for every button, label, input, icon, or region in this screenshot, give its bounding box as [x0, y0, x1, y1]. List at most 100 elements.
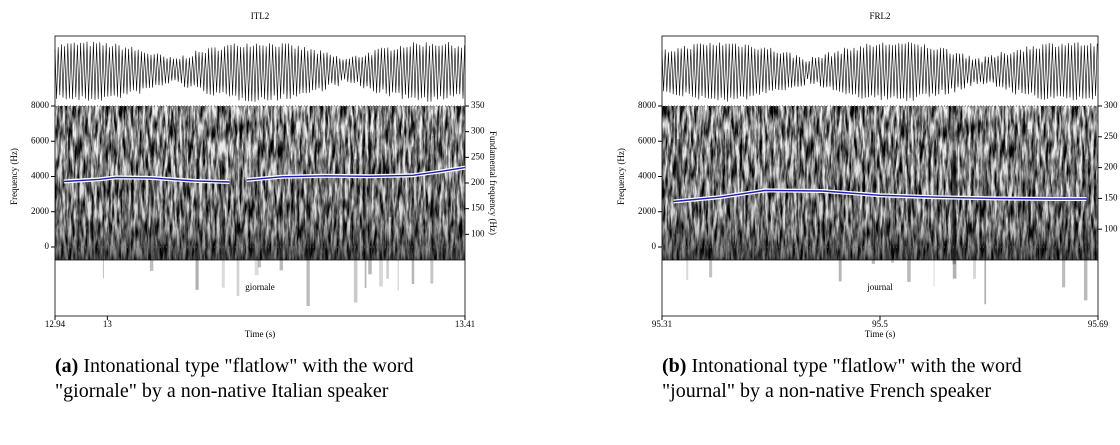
spectrogram-striation [838, 153, 842, 282]
caption: (b) Intonational type "flatlow" with the… [662, 354, 1092, 404]
spectrogram-striation [386, 149, 389, 279]
spectrogram-striation [109, 129, 111, 259]
y2-tick-label: 250 [471, 151, 485, 161]
panel-title: ITL2 [251, 11, 270, 21]
x-axis-label: Time (s) [865, 329, 895, 339]
spectrogram-striation [149, 159, 154, 271]
spectrogram-striation [709, 149, 713, 278]
y2-axis-label: Fundamental frequency (Hz) [488, 131, 498, 235]
spectrogram-striation [411, 146, 415, 285]
y-tick-label: 4000 [31, 171, 50, 181]
y-axis-label: Frequency (Hz) [9, 148, 19, 205]
spectrogram-striation [973, 140, 976, 279]
caption-text: Intonational type "flatlow" with the wor… [55, 355, 414, 402]
spectrogram-striation [978, 126, 983, 222]
spectrogram-striation [1062, 146, 1066, 288]
spectrogram-striation [219, 160, 224, 256]
spectrogram-striation [299, 112, 302, 237]
spectrogram-striation [686, 151, 689, 281]
spectrogram-striation [810, 118, 814, 217]
spectrogram-striation [377, 118, 380, 253]
y2-tick-label: 200 [471, 177, 485, 187]
y-tick-label: 8000 [638, 100, 657, 110]
caption-label: (a) [55, 355, 79, 377]
spectrogram-striation [302, 154, 304, 252]
spectrogram-striation [185, 133, 188, 241]
y-tick-label: 6000 [31, 135, 50, 145]
spectrogram-striation [731, 131, 735, 240]
spectrogram-striation [742, 137, 745, 233]
spectrogram-striation [1085, 115, 1088, 241]
y-tick-label: 2000 [638, 206, 657, 216]
spectrogram-striation [841, 110, 844, 224]
word-label: giornale [245, 282, 275, 292]
caption-text: Intonational type "flatlow" with the wor… [662, 355, 1022, 402]
y2-tick-label: 300 [471, 126, 485, 136]
word-label: journal [866, 282, 893, 292]
spectrogram-striation [397, 158, 399, 291]
spectrogram-striation [137, 144, 139, 242]
spectrogram-striation [430, 154, 434, 284]
y-tick-label: 6000 [638, 135, 657, 145]
spectrogram-striation [320, 131, 323, 246]
spectrogram-striation [891, 136, 894, 263]
spectrogram-striation [195, 158, 199, 290]
spectrogram-striation [950, 110, 954, 252]
spectrogram-striation [953, 164, 955, 260]
spectrogram-striation [139, 144, 142, 241]
spectrogram-striation [871, 132, 876, 264]
y2-tick-label: 350 [471, 100, 485, 110]
spectrogram-striation [1033, 138, 1035, 250]
y2-tick-label: 100 [471, 228, 485, 238]
spectrogram-shade [55, 106, 465, 260]
spectrogram-striation [984, 162, 987, 305]
x-axis-label: Time (s) [245, 329, 275, 339]
spectrogram-striation [102, 143, 104, 279]
spectrogram-striation [928, 106, 931, 239]
spectrogram-striation [431, 136, 436, 252]
spectrogram-striation [326, 140, 329, 255]
y-axis-label: Frequency (Hz) [616, 148, 626, 205]
spectrogram-striation [1032, 108, 1036, 246]
spectrogram-striation [956, 118, 958, 215]
spectrogram-striation [1019, 109, 1023, 232]
x-tick-label: 13 [103, 319, 113, 329]
spectrogram-striation [257, 140, 262, 268]
spectrogram-striation [721, 113, 724, 210]
spectrogram-striation [903, 143, 905, 256]
spectrogram-striation [279, 141, 283, 271]
y2-tick-label: 150 [471, 203, 485, 213]
spectrogram-striation [362, 113, 365, 244]
spectrogram-striation [254, 163, 259, 276]
spectrogram-striation [831, 106, 834, 222]
spectrogram-striation [353, 159, 358, 303]
y2-tick-label: 250 [1104, 131, 1118, 141]
x-tick-label: 95.5 [872, 319, 888, 329]
spectrogram-striation [674, 110, 677, 207]
spectrogram-striation [886, 135, 889, 238]
spectrogram-striation [104, 109, 107, 222]
spectrogram-striation [236, 158, 240, 297]
spectrogram-striation [1025, 129, 1030, 242]
spectrogram-striation [679, 132, 683, 258]
spectrogram-striation [796, 129, 799, 224]
spectrogram-striation [336, 132, 339, 236]
spectrogram-shade [662, 106, 1098, 260]
spectrogram-striation [77, 108, 79, 235]
y2-tick-label: 300 [1104, 100, 1118, 110]
spectrogram-striation [804, 118, 806, 220]
spectrogram-striation [726, 129, 729, 237]
x-tick-label: 13.41 [455, 319, 475, 329]
spectrogram-striation [1083, 159, 1088, 301]
spectrogram-striation [221, 153, 225, 288]
spectrogram-striation [125, 118, 130, 248]
y2-tick-label: 200 [1104, 162, 1118, 172]
spectrogram-striation [952, 138, 957, 279]
spectrogram-striation [819, 138, 821, 261]
spectrogram-striation [907, 154, 911, 282]
y-tick-label: 2000 [31, 206, 50, 216]
x-tick-label: 12.94 [45, 319, 66, 329]
waveform [54, 41, 465, 102]
spectrogram-striation [388, 120, 392, 218]
